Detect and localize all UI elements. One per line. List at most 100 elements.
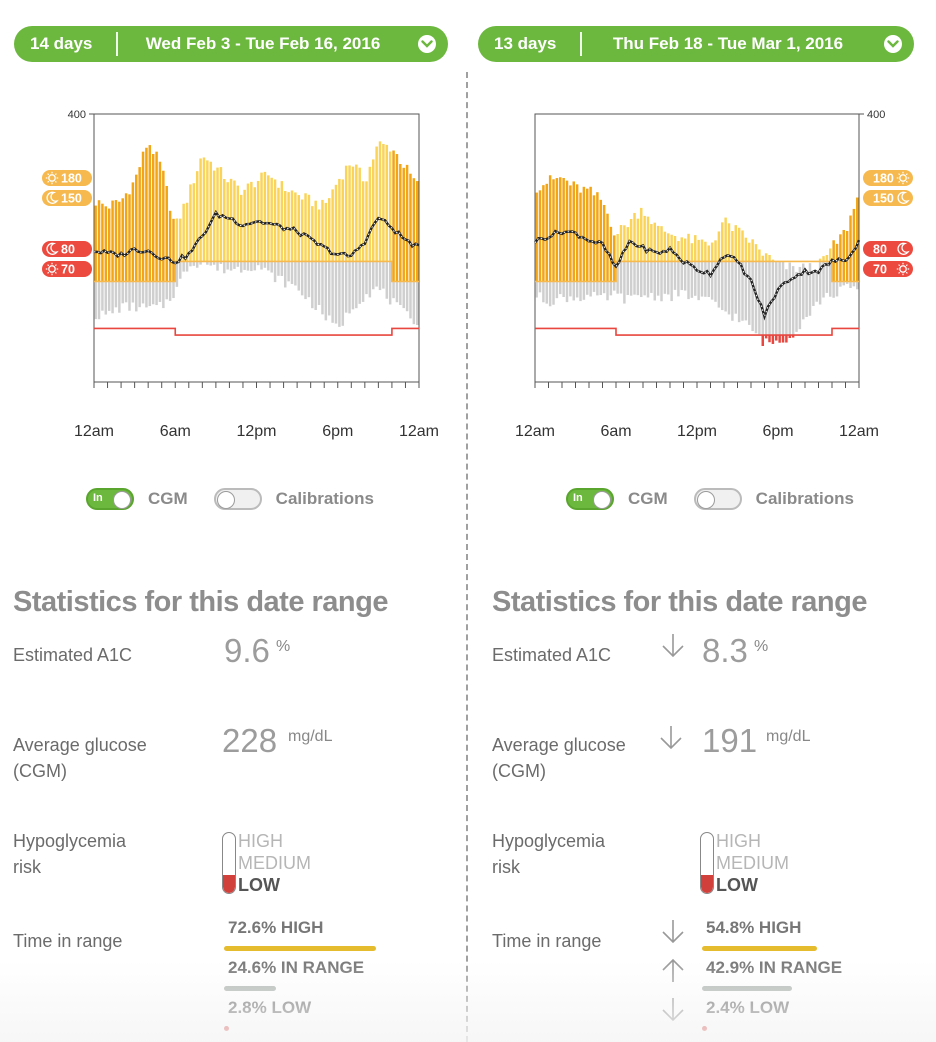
- toggle-on-mark: In: [573, 492, 583, 504]
- high-bar: [124, 193, 128, 282]
- high-bar: [270, 177, 273, 262]
- high-bar: [616, 233, 619, 262]
- tir-inrange-text: 24.6% IN RANGE: [228, 958, 365, 977]
- chart-toggles: In CGM Calibrations: [86, 484, 374, 514]
- risk-high: HIGH: [238, 831, 283, 851]
- cgm-toggle[interactable]: In: [566, 488, 614, 510]
- high-bar: [656, 225, 660, 262]
- inrange-bar: [748, 261, 751, 325]
- inrange-bar: [267, 261, 270, 271]
- low-bar: [788, 335, 791, 339]
- high-bar: [771, 259, 775, 262]
- inrange-bar: [378, 261, 382, 291]
- high-bar: [606, 213, 609, 282]
- high-bar: [741, 230, 744, 262]
- low-bar: [791, 335, 795, 338]
- risk-low: LOW: [238, 875, 280, 895]
- inrange-bar: [297, 261, 301, 291]
- high-bar: [338, 178, 341, 262]
- high-bar: [727, 223, 731, 262]
- inrange-bar: [542, 281, 545, 303]
- high-bar: [321, 199, 324, 262]
- hypo-risk-scale: HIGH MEDIUM LOW: [238, 830, 311, 896]
- inrange-bar: [673, 261, 677, 290]
- inrange-bar: [118, 281, 121, 313]
- inrange-bar: [609, 281, 613, 296]
- high-bar: [283, 191, 287, 262]
- inrange-bar: [250, 261, 253, 272]
- threshold-badge-80: 80: [863, 241, 913, 257]
- high-bar: [172, 218, 175, 282]
- tir-high-bar: [702, 946, 817, 951]
- moon-icon: [897, 191, 910, 204]
- high-bar: [280, 181, 284, 262]
- inrange-bar: [138, 281, 141, 308]
- chevron-down-icon[interactable]: [418, 35, 436, 53]
- high-bar: [151, 154, 155, 282]
- moon-icon: [46, 242, 59, 255]
- median-line-dots: [93, 211, 420, 264]
- low-bar: [761, 335, 764, 346]
- chevron-down-icon[interactable]: [884, 35, 902, 53]
- inrange-bar: [195, 261, 199, 268]
- inrange-bar: [721, 261, 724, 311]
- high-bar: [158, 161, 162, 282]
- high-bar: [260, 172, 263, 262]
- high-bar: [179, 218, 182, 262]
- high-bar: [842, 229, 845, 282]
- high-bar: [690, 243, 694, 262]
- high-bar: [636, 218, 640, 262]
- high-bar: [835, 243, 839, 282]
- sun-ray: [905, 180, 908, 183]
- low-bar: [785, 335, 788, 343]
- high-bar: [94, 205, 97, 282]
- inrange-bar: [331, 261, 334, 323]
- high-bar: [263, 171, 267, 262]
- low-bar: [768, 335, 771, 343]
- high-bar: [148, 145, 152, 282]
- inrange-bar: [640, 261, 643, 298]
- high-bar: [680, 237, 683, 262]
- inrange-bar: [768, 261, 771, 336]
- high-bar: [341, 179, 345, 262]
- high-threshold-line: [535, 260, 859, 283]
- calibrations-toggle[interactable]: [693, 488, 742, 510]
- badge-pill: [863, 261, 913, 277]
- arrow-up-icon: [662, 958, 684, 982]
- inrange-bar: [575, 281, 579, 298]
- inrange-bar: [737, 261, 741, 323]
- inrange-bar: [663, 261, 667, 294]
- sun-icon: [896, 262, 910, 276]
- calibrations-toggle[interactable]: [213, 488, 262, 510]
- inrange-bar: [818, 261, 822, 305]
- cgm-toggle[interactable]: In: [86, 488, 134, 510]
- inrange-bar: [683, 261, 687, 291]
- high-bar: [646, 216, 650, 262]
- inrange-bar: [602, 281, 606, 294]
- inrange-bar: [710, 261, 714, 300]
- date-range-selector[interactable]: 13 days Thu Feb 18 - Tue Mar 1, 2016: [478, 26, 914, 62]
- high-bar: [104, 206, 108, 282]
- inrange-bar: [586, 281, 589, 295]
- sun-ray: [47, 173, 50, 176]
- high-bar: [351, 166, 355, 262]
- sun-ray: [54, 173, 57, 176]
- high-bar: [613, 235, 616, 282]
- high-bar: [653, 222, 656, 262]
- inrange-bar: [101, 281, 104, 311]
- threshold-badge-80: 80: [42, 241, 92, 257]
- high-bar: [744, 237, 748, 262]
- pill-separator: [580, 32, 582, 56]
- sun-icon: [896, 171, 910, 185]
- high-bar: [569, 185, 572, 282]
- date-range-selector[interactable]: 14 days Wed Feb 3 - Tue Feb 16, 2016: [14, 26, 448, 62]
- avg-glucose-label: Average glucose (CGM): [492, 735, 626, 781]
- high-bar: [388, 151, 392, 262]
- high-bar: [385, 144, 389, 262]
- inrange-bar: [704, 261, 707, 297]
- inrange-bar: [569, 281, 572, 297]
- inrange-bar: [368, 261, 372, 298]
- inrange-bar: [399, 281, 402, 305]
- badge-value: 150: [873, 192, 894, 206]
- inrange-bar: [775, 261, 778, 336]
